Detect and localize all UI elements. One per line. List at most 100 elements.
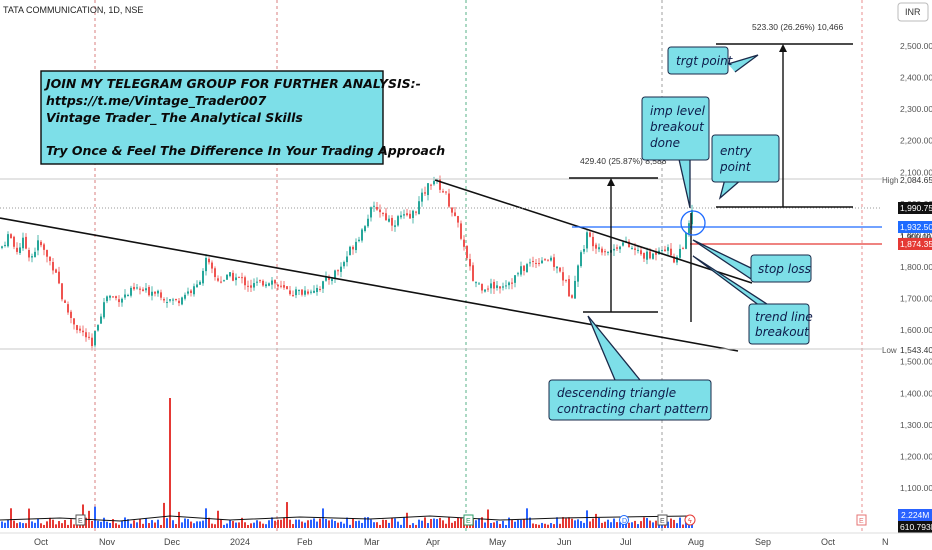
volume-bar bbox=[160, 524, 162, 528]
candle-body bbox=[4, 244, 6, 246]
blue-level-badge bbox=[898, 221, 932, 233]
candle-body bbox=[481, 284, 483, 291]
candle-body bbox=[241, 277, 243, 279]
candle-body bbox=[475, 282, 477, 284]
volume-bar bbox=[673, 519, 675, 528]
candle-body bbox=[196, 284, 198, 288]
candle-body bbox=[256, 281, 258, 283]
volume-bar bbox=[622, 524, 624, 528]
volume-bar bbox=[475, 520, 477, 528]
low-value: 1,543.40 bbox=[900, 345, 932, 355]
volume-bar bbox=[37, 519, 39, 528]
volume-bar bbox=[460, 517, 462, 528]
candle-body bbox=[691, 210, 693, 225]
currency-box[interactable] bbox=[897, 2, 929, 22]
volume-bar bbox=[619, 522, 621, 528]
candle-body bbox=[493, 281, 495, 289]
volume-bar bbox=[526, 508, 528, 528]
volume-bar bbox=[616, 522, 618, 528]
promo-line4: Try Once & Feel The Difference In Your T… bbox=[46, 143, 445, 158]
candle-body bbox=[667, 247, 669, 251]
volume-bar bbox=[211, 523, 213, 528]
volume-bar bbox=[385, 519, 387, 528]
volume-bar bbox=[349, 524, 351, 528]
candle-body bbox=[394, 225, 396, 227]
candle-body bbox=[496, 285, 498, 288]
candle-body bbox=[208, 258, 210, 263]
y-tick-label: 1,200.00 bbox=[900, 451, 932, 461]
y-tick-label: 1,400.00 bbox=[900, 388, 932, 398]
volume-bar bbox=[112, 519, 114, 528]
volume-bar bbox=[499, 523, 501, 528]
volume-bar bbox=[46, 521, 48, 528]
candle-body bbox=[109, 295, 111, 298]
x-tick-label: Oct bbox=[34, 537, 49, 547]
volume-bar bbox=[553, 524, 555, 528]
entry-callout-line2: point bbox=[719, 160, 752, 174]
candle-body bbox=[547, 259, 549, 261]
candle-body bbox=[76, 325, 78, 330]
candle-body bbox=[628, 241, 630, 248]
volume-bar bbox=[535, 524, 537, 528]
volume-bar bbox=[583, 522, 585, 528]
volume-bar bbox=[328, 520, 330, 528]
volume-bar bbox=[568, 517, 570, 528]
volume-bar bbox=[541, 522, 543, 528]
breakout-callout-line1: imp level bbox=[650, 104, 706, 118]
candle-body bbox=[445, 191, 447, 193]
candle-body bbox=[637, 249, 639, 251]
symbol-header: TATA COMMUNICATION, 1D, NSE bbox=[3, 5, 143, 15]
candle-body bbox=[229, 272, 231, 277]
candle-body bbox=[421, 192, 423, 202]
volume-bar bbox=[271, 517, 273, 528]
candle-body bbox=[556, 266, 558, 269]
candle-body bbox=[469, 259, 471, 267]
candle-body bbox=[313, 290, 315, 293]
volume-bar bbox=[442, 520, 444, 528]
y-tick-label: 1,900.00 bbox=[900, 230, 932, 240]
candle-body bbox=[133, 286, 135, 290]
volume-bar bbox=[268, 520, 270, 528]
volume-bar bbox=[157, 519, 159, 528]
volume-bar bbox=[544, 523, 546, 528]
volume-bar bbox=[346, 517, 348, 528]
volume-bar bbox=[514, 521, 516, 528]
candle-body bbox=[592, 236, 594, 247]
volume-bar bbox=[637, 524, 639, 528]
volume-bar bbox=[7, 519, 9, 528]
volume-bar bbox=[31, 521, 33, 528]
candle-body bbox=[25, 236, 27, 249]
red-level-value: 1,874.35 bbox=[900, 239, 932, 249]
candle-body bbox=[364, 226, 366, 231]
candle-body bbox=[298, 290, 300, 292]
candle-body bbox=[664, 249, 666, 252]
candle-body bbox=[37, 240, 39, 251]
volume-bar bbox=[448, 517, 450, 528]
candle-body bbox=[79, 328, 81, 331]
volume-bar bbox=[181, 522, 183, 528]
candle-body bbox=[622, 242, 624, 246]
candle-body bbox=[451, 207, 453, 213]
volume-bar bbox=[52, 519, 54, 528]
volume-bar bbox=[559, 523, 561, 528]
volume-bar bbox=[40, 523, 42, 528]
volume-bar bbox=[331, 519, 333, 528]
volume-bar bbox=[34, 522, 36, 528]
volume-bar bbox=[439, 517, 441, 528]
volume-bar bbox=[115, 523, 117, 528]
pattern-callout-line1: descending triangle bbox=[557, 386, 676, 400]
candle-body bbox=[403, 214, 405, 216]
candle-body bbox=[397, 216, 399, 226]
candle-body bbox=[139, 288, 141, 290]
promo-line1: JOIN MY TELEGRAM GROUP FOR FURTHER ANALY… bbox=[43, 76, 421, 91]
volume-bar bbox=[175, 524, 177, 528]
volume-bar bbox=[403, 517, 405, 528]
y-tick-label: 1,600.00 bbox=[900, 325, 932, 335]
volume-bar bbox=[352, 518, 354, 528]
volume-bar bbox=[67, 524, 69, 528]
candle-body bbox=[238, 276, 240, 278]
volume-bar bbox=[73, 524, 75, 528]
volume-bar bbox=[430, 518, 432, 528]
volume-bar bbox=[28, 508, 30, 528]
